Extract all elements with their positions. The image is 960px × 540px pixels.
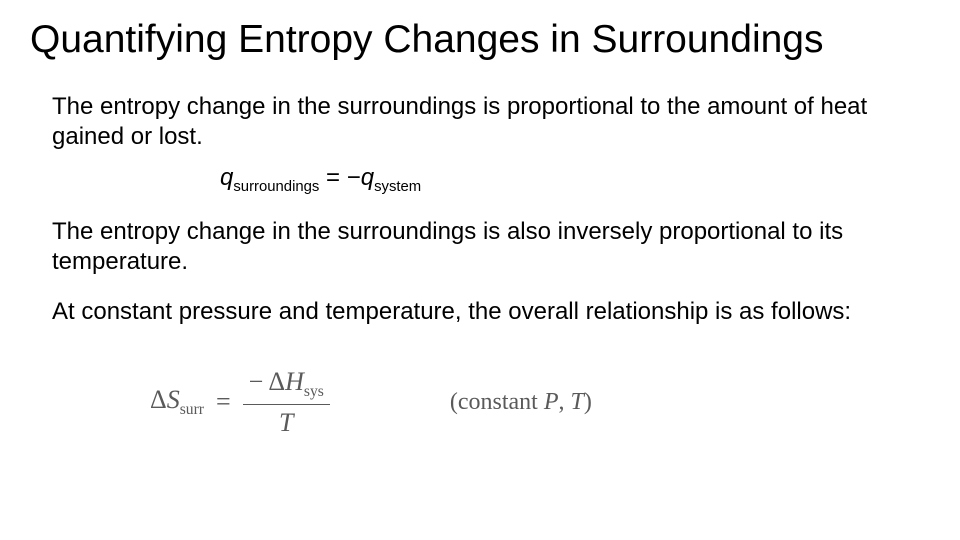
cond-close: ) — [584, 389, 592, 415]
equals-sign: = — [319, 164, 346, 191]
formula-equals: = — [216, 387, 231, 417]
negative-sign: − — [347, 164, 361, 191]
cond-comma: , — [559, 389, 571, 415]
var-q2: q — [361, 164, 374, 191]
slide-title: Quantifying Entropy Changes in Surroundi… — [30, 18, 930, 62]
delta-1: Δ — [150, 385, 167, 414]
sub-surroundings: surroundings — [233, 179, 319, 195]
slide: Quantifying Entropy Changes in Surroundi… — [0, 0, 960, 540]
var-q1: q — [220, 164, 233, 191]
paragraph-2: The entropy change in the surroundings i… — [30, 217, 930, 277]
var-P: P — [544, 389, 559, 415]
fraction-numerator: − ΔHsys — [243, 367, 330, 405]
sub-system: system — [374, 179, 421, 195]
paragraph-3: At constant pressure and temperature, th… — [30, 297, 930, 327]
formula-condition: (constant P, T) — [450, 389, 592, 416]
fraction-denominator: T — [243, 405, 330, 438]
var-T: T — [571, 389, 584, 415]
var-H: H — [285, 367, 304, 396]
equation-heat: qsurroundings = −qsystem — [30, 164, 930, 195]
formula-lhs: ΔSsurr — [150, 385, 204, 419]
negative-sign-2: − — [249, 367, 269, 396]
delta-2: Δ — [268, 367, 285, 396]
var-S: S — [167, 385, 180, 414]
formula-entropy: ΔSsurr = − ΔHsys T (constant P, T) — [30, 367, 930, 438]
cond-open: (constant — [450, 389, 544, 415]
sub-surr: surr — [180, 401, 204, 418]
sub-sys: sys — [304, 383, 324, 400]
paragraph-1: The entropy change in the surroundings i… — [30, 92, 930, 152]
formula-fraction: − ΔHsys T — [243, 367, 330, 438]
